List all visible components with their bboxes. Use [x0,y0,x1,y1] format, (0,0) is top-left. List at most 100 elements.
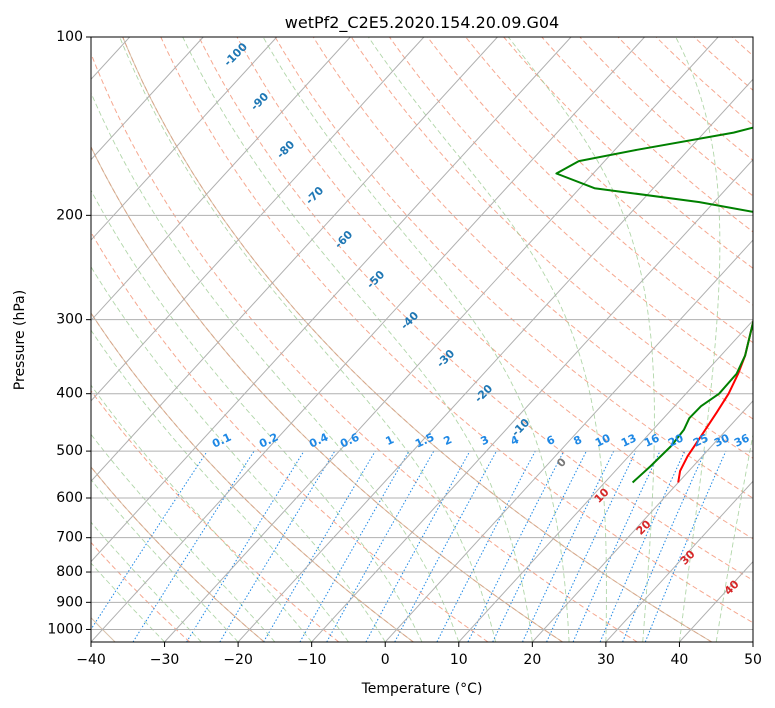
mixing-ratio-line [132,450,255,642]
dry-adiabat-line [91,466,265,642]
moist-adiabat-line [675,37,721,642]
isotherm-line [752,641,753,642]
isotherm-line [91,37,498,482]
mixing-ratio-label: 20 [666,431,686,449]
isotherm-line [91,37,204,161]
mixing-ratio-label: 25 [691,431,710,449]
dry-adiabat-label: -60 [332,228,355,251]
x-tick-label: 20 [523,652,541,668]
temperature-profile-line [677,317,753,483]
mixing-ratio-line [644,450,727,642]
isotherm-line [458,319,753,642]
mixing-ratio-label: 13 [619,431,638,449]
mixing-ratio-line [299,450,410,642]
isotherm-line [91,37,645,642]
dry-adiabat-label: -50 [364,268,387,291]
y-tick-label: 900 [56,594,83,610]
mixing-ratio-line [365,450,471,642]
isotherm-line [0,37,56,642]
mixing-ratio-line [492,450,587,642]
mixing-ratio-label: 30 [712,431,732,449]
reference-curve-line [91,466,265,642]
dry-adiabat-label: -90 [248,90,271,113]
mixing-ratio-label: 2 [442,433,454,448]
x-tick-label: 0 [381,652,390,668]
mixing-ratio-label: 1.5 [413,431,436,451]
dry-adiabat-line [503,37,753,269]
y-axis-label: Pressure (hPa) [12,290,28,390]
mixing-ratio-label: 16 [642,431,662,449]
dry-adiabat-label: 10 [592,485,612,505]
moist-adiabat-line [91,478,239,642]
isotherm-line [91,37,425,402]
dry-adiabat-label: 40 [722,577,742,597]
dry-adiabat-label: 30 [678,547,698,567]
sounding-profiles [555,126,753,484]
moist-adiabat-line [507,37,655,642]
moist-adiabat-line [91,329,349,642]
chart-title: wetPf2_C2E5.2020.154.20.09.G04 [285,13,559,33]
dewpoint-profile-line [555,126,753,484]
dry-adiabat-label: -20 [472,382,495,405]
mixing-ratio-line [572,450,661,642]
line-labels: -100-90-80-70-60-50-40-30-20-10010203040… [210,40,752,598]
dry-adiabat-line [91,145,563,642]
moist-adiabat-line [368,37,607,642]
dry-adiabat-line [579,37,753,197]
moist-adiabat-line [91,521,202,642]
mixing-ratio-label: 36 [732,431,752,449]
dry-adiabat-label: -100 [221,40,250,69]
x-tick-label: 10 [450,652,468,668]
x-tick-label: 30 [597,652,615,668]
isotherm-line [91,37,572,563]
x-tick-label: −10 [297,652,327,668]
x-tick-label: −30 [150,652,180,668]
x-tick-label: −20 [223,652,253,668]
mixing-ratio-label: 1 [384,433,396,448]
isotherm-line [531,400,753,642]
mixing-ratio-line [91,450,208,631]
dry-adiabat-label: -30 [434,347,457,370]
x-axis-label: Temperature (°C) [361,681,483,697]
mixing-ratio-line [467,450,565,642]
reference-curve-line [91,312,414,642]
mixing-ratio-line [546,450,637,642]
y-tick-label: 500 [56,443,83,459]
y-axis: 100 200 300 400 500 600 700 800 900 1000 [47,29,91,637]
y-tick-label: 400 [56,386,83,402]
y-tick-label: 100 [56,29,83,45]
mixing-ratio-line [263,450,376,642]
isotherm-line [384,239,753,642]
dry-adiabat-line [91,52,638,642]
isotherm-line [605,480,753,642]
mixing-ratio-label: 8 [572,433,584,448]
moist-adiabat-line [91,189,423,642]
dry-adiabat-line [160,37,753,624]
isotherm-line [91,37,351,322]
y-tick-label: 600 [56,490,83,506]
x-axis: −40 −30 −20 −10 0 10 20 30 40 50 [76,642,762,668]
dry-adiabat-label: -70 [303,184,326,207]
mixing-ratio-line [394,450,497,642]
moist-adiabat-line [715,432,753,642]
moist-adiabat-line [182,37,533,642]
moist-adiabat-line [91,91,460,642]
mixing-ratio-label: 0.2 [257,431,280,451]
x-tick-label: 40 [671,652,689,668]
plot-frame [90,36,754,643]
mixing-ratio-line [219,450,336,642]
y-tick-label: 200 [56,207,83,223]
mixing-ratio-label: 0.6 [338,430,361,450]
mixing-ratio-label: 6 [545,433,558,448]
dry-adiabat-line [770,37,775,642]
isotherm-line [311,158,753,642]
dry-adiabat-line [236,37,753,540]
y-tick-label: 300 [56,312,83,328]
mixing-ratio-line [599,450,686,642]
moist-adiabat-line [91,265,386,642]
plot-background-lines [0,37,775,642]
dry-adiabat-line [731,37,753,57]
dry-adiabat-line [91,312,414,642]
moist-adiabat-line [91,433,276,642]
